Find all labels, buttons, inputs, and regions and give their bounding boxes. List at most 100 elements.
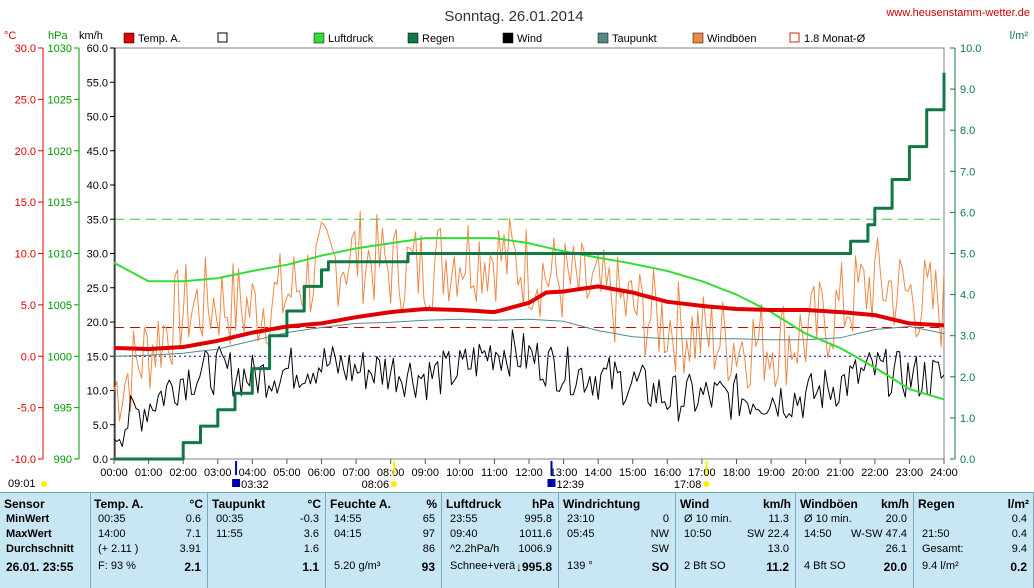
x-tick-label: 21:00 bbox=[826, 467, 854, 479]
stats-row: 86 bbox=[326, 543, 441, 557]
legend-swatch bbox=[407, 32, 419, 44]
series-line bbox=[113, 210, 945, 422]
stats-sensor-row: 26.01. 23:55 bbox=[6, 560, 74, 574]
stats-row-value: SW 22.4 bbox=[746, 528, 789, 540]
stats-row: 14:50 W-SW 47.4 bbox=[796, 528, 913, 542]
sun-moon-markers: 09:01 03:32 08:06 12:39 17:08 bbox=[8, 461, 710, 491]
stats-column: Wind km/h Ø 10 min. 11.3 10:50 SW 22.4 13.0 2 B… bbox=[676, 493, 796, 588]
legend-swatch bbox=[597, 32, 609, 44]
stats-column: Luftdruck hPa 23:55 995.8 09:40 1011.6 ^2.2hPa… bbox=[442, 493, 559, 588]
stats-row: 1.1 bbox=[208, 560, 325, 574]
stats-column-unit: hPa bbox=[531, 497, 554, 511]
wind-tick-label: 25.0 bbox=[87, 283, 108, 295]
x-tick-label: 04:00 bbox=[239, 467, 267, 479]
temp-tick-label: 10.0 bbox=[15, 249, 36, 261]
pressure-tick-label: 1005 bbox=[48, 300, 72, 312]
stats-row-label: 09:40 bbox=[450, 528, 478, 540]
x-tick-label: 14:00 bbox=[584, 467, 612, 479]
series-group bbox=[113, 72, 946, 461]
stats-row-value: 65 bbox=[422, 513, 435, 525]
stats-row-value: 2.1 bbox=[184, 560, 201, 574]
sun-icon bbox=[703, 481, 710, 487]
stats-row: 2 Bft SO 11.2 bbox=[676, 560, 795, 574]
legend-swatch bbox=[217, 32, 228, 43]
stats-column: Feuchte A.% 14:55 65 04:15 97 86 5.20 g/m³ 93 bbox=[326, 493, 442, 588]
rain-tick-label: 6.0 bbox=[960, 207, 975, 219]
stats-column-title: Windböen bbox=[800, 497, 858, 511]
wind-tick-label: 45.0 bbox=[87, 146, 108, 158]
stats-row-label: 23:10 bbox=[567, 513, 595, 525]
stats-column-title: Temp. A. bbox=[94, 497, 144, 511]
stats-column-unit: °C bbox=[307, 497, 321, 511]
stats-column-title: Wind bbox=[680, 497, 710, 511]
pressure-tick-label: 1020 bbox=[48, 146, 72, 158]
x-tick-label: 15:00 bbox=[619, 467, 647, 479]
stats-row-value: W-SW 47.4 bbox=[850, 528, 907, 540]
stats-row-value: 0 bbox=[662, 513, 669, 525]
stats-row-label: Gesamt: bbox=[922, 543, 964, 555]
pressure-unit-label: hPa bbox=[48, 30, 68, 42]
x-tick-label: 10:00 bbox=[446, 467, 474, 479]
stats-row-label: (+ 2.11 ) bbox=[98, 543, 139, 555]
legend-swatch bbox=[313, 32, 325, 44]
pressure-tick-label: 1030 bbox=[48, 43, 72, 55]
x-tick-label: 19:00 bbox=[757, 467, 785, 479]
stats-row: (+ 2.11 ) 3.91 bbox=[90, 543, 207, 557]
stats-row: 4 Bft SO 20.0 bbox=[796, 560, 913, 574]
stats-row-value: 97 bbox=[422, 528, 435, 540]
stats-row: 04:15 97 bbox=[326, 528, 441, 542]
stats-row: 14:00 7.1 bbox=[90, 528, 207, 542]
temp-tick-label: 0.0 bbox=[21, 351, 36, 363]
stats-column-title: Feuchte A. bbox=[330, 497, 391, 511]
rain-tick-label: 10.0 bbox=[960, 43, 981, 55]
stats-row-value: -0.3 bbox=[300, 513, 319, 525]
stats-sensor-row: MaxWert bbox=[6, 528, 52, 540]
weather-chart: Sonntag. 26.01.2014 www.heusenstamm-wett… bbox=[4, 7, 1030, 491]
legend-label: 1.8 Monat-Ø bbox=[804, 33, 866, 45]
stats-row: Ø 10 min. 11.3 bbox=[676, 513, 795, 527]
rain-tick-label: 9.0 bbox=[960, 84, 975, 96]
stats-sensor-title: Sensor bbox=[4, 497, 45, 511]
marker-time: 08:06 bbox=[362, 479, 390, 491]
stats-row-label: 21:50 bbox=[922, 528, 950, 540]
stats-row-value: 3.6 bbox=[303, 528, 319, 540]
x-tick-label: 08:00 bbox=[377, 467, 405, 479]
legend-label: Luftdruck bbox=[328, 33, 374, 45]
wind-tick-label: 30.0 bbox=[87, 249, 108, 261]
stats-row: 21:50 0.4 bbox=[914, 528, 1033, 542]
stats-column-title: Taupunkt bbox=[212, 497, 266, 511]
marker-time: 03:32 bbox=[241, 479, 269, 491]
stats-column-title: Regen bbox=[918, 497, 955, 511]
stats-row: 00:35 -0.3 bbox=[208, 513, 325, 527]
chart-legend: Temp. A. Luftdruck Regen Wind Taupunkt Windbö… bbox=[123, 32, 866, 45]
x-tick-label: 09:00 bbox=[411, 467, 439, 479]
stats-row: 13.0 bbox=[676, 543, 795, 557]
wind-tick-label: 10.0 bbox=[87, 386, 108, 398]
temp-tick-label: 25.0 bbox=[15, 94, 36, 106]
stats-sensor-row: Durchschnitt bbox=[6, 543, 74, 555]
stats-row-value: 0.4 bbox=[1011, 528, 1027, 540]
stats-row: 10:50 SW 22.4 bbox=[676, 528, 795, 542]
stats-row-label: 139 ° bbox=[567, 560, 593, 572]
legend-label: Taupunkt bbox=[612, 33, 657, 45]
stats-row-value: 0.6 bbox=[185, 513, 201, 525]
stats-col-sensor: Sensor MinWert MaxWert Durchschnitt 26.0… bbox=[0, 493, 91, 588]
stats-row: SW bbox=[559, 543, 675, 557]
stats-row-value: 0.2 bbox=[1010, 560, 1027, 574]
x-tick-label: 02:00 bbox=[169, 467, 197, 479]
pressure-tick-label: 1025 bbox=[48, 94, 72, 106]
stats-row-value: 20.0 bbox=[883, 560, 907, 574]
stats-column-unit: % bbox=[426, 497, 437, 511]
stats-row: 26.1 bbox=[796, 543, 913, 557]
x-tick-label: 20:00 bbox=[792, 467, 820, 479]
x-tick-label: 11:00 bbox=[481, 467, 508, 479]
stats-row-value: 93 bbox=[421, 560, 435, 574]
website-label: www.heusenstamm-wetter.de bbox=[885, 7, 1030, 19]
stats-column-title: Windrichtung bbox=[563, 497, 641, 511]
rain-tick-label: 4.0 bbox=[960, 290, 975, 302]
x-tick-label: 16:00 bbox=[654, 467, 682, 479]
pressure-tick-label: 1010 bbox=[48, 249, 72, 261]
stats-row-value: 11.2 bbox=[766, 560, 789, 574]
rain-tick-label: 5.0 bbox=[960, 249, 975, 261]
stats-row-label: 23:55 bbox=[450, 513, 478, 525]
